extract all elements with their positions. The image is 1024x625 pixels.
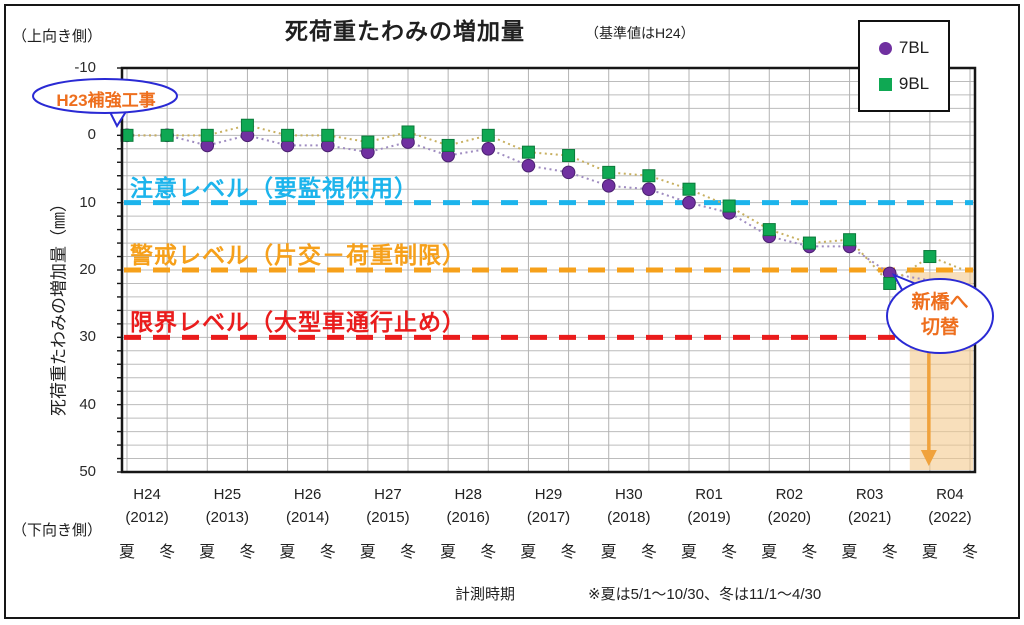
y-tick-label: 0	[87, 126, 96, 144]
legend-label-9bl: 9BL	[898, 74, 930, 93]
x-season-label: 冬	[961, 544, 978, 561]
chart-subtitle: （基準値はH24）	[585, 25, 695, 41]
x-season-label: 冬	[640, 544, 657, 561]
x-season-label: 夏	[359, 544, 376, 561]
x-season-label: 冬	[399, 544, 416, 561]
x-year-label: (2022)	[928, 509, 972, 526]
x-season-label: 冬	[319, 544, 336, 561]
bridge-switch-annotation: 新橋へ 切替	[888, 290, 992, 340]
x-season-label: 夏	[921, 544, 938, 561]
x-era-label: H30	[615, 486, 643, 503]
x-year-label: (2019)	[687, 509, 731, 526]
x-season-label: 冬	[801, 544, 818, 561]
x-era-label: R04	[936, 486, 964, 503]
x-era-label: H28	[454, 486, 482, 503]
x-season-label: 夏	[279, 544, 296, 561]
x-season-label: 冬	[560, 544, 577, 561]
x-era-label: H26	[293, 486, 322, 503]
x-year-label: (2012)	[125, 509, 169, 526]
y-tick-label: -10	[74, 59, 96, 76]
x-era-label: H25	[213, 486, 242, 503]
x-season-label: 冬	[480, 544, 497, 561]
y-tick-label: 40	[79, 395, 96, 413]
limit-level-label: 限界レベル（大型車通行止め）	[130, 309, 466, 336]
axis-direction-label-up: （上向き側）	[12, 28, 103, 45]
reinforcement-annotation: H23補強工事	[56, 91, 156, 110]
x-season-label: 夏	[680, 544, 697, 561]
x-era-label: R02	[775, 486, 804, 503]
y-tick-label: 30	[79, 328, 96, 346]
chart-outer-border	[4, 4, 1020, 619]
x-year-label: (2015)	[366, 509, 410, 526]
y-tick-label: 20	[79, 261, 96, 278]
x-season-label: 夏	[841, 544, 858, 561]
x-year-label: (2014)	[285, 509, 330, 526]
x-era-label: H29	[534, 486, 563, 503]
y-tick-label: 50	[79, 463, 96, 480]
x-season-label: 冬	[239, 544, 256, 561]
x-year-label: (2018)	[607, 509, 651, 526]
chart-title: 死荷重たわみの増加量	[285, 18, 525, 44]
x-era-label: R01	[695, 486, 723, 503]
x-season-label: 冬	[721, 544, 738, 561]
x-era-label: R03	[855, 486, 884, 503]
legend-label-7bl: 7BL	[898, 38, 930, 57]
x-season-label: 夏	[118, 544, 135, 561]
legend: 7BL 9BL	[858, 20, 950, 112]
x-season-label: 夏	[761, 544, 778, 561]
measurement-period-label: 計測時期	[455, 586, 516, 603]
x-season-label: 夏	[440, 544, 457, 561]
x-year-label: (2016)	[446, 509, 490, 526]
circle-marker-icon	[878, 41, 892, 55]
bridge-switch-line1: 新橋へ	[911, 292, 969, 313]
x-season-label: 夏	[199, 544, 216, 561]
y-tick-label: 10	[79, 193, 96, 211]
axis-direction-label-down: （下向き側）	[12, 522, 103, 539]
caution-level-label: 注意レベル（要監視供用）	[130, 174, 418, 201]
x-season-label: 夏	[520, 544, 537, 561]
season-definition-note: ※夏は5/1～10/30、冬は11/1～4/30	[588, 586, 822, 603]
x-year-label: (2020)	[767, 509, 812, 526]
legend-item-7bl: 7BL	[860, 38, 948, 58]
x-era-label: H24	[133, 486, 161, 503]
x-year-label: (2017)	[526, 509, 571, 526]
warning-level-label: 警戒レベル（片交－荷重制限）	[130, 242, 466, 268]
x-season-label: 冬	[881, 544, 898, 561]
x-year-label: (2013)	[205, 509, 250, 526]
x-era-label: H27	[374, 486, 402, 503]
x-season-label: 冬	[159, 544, 176, 561]
square-marker-icon	[878, 77, 892, 91]
x-season-label: 夏	[600, 544, 617, 561]
legend-item-9bl: 9BL	[860, 74, 948, 94]
x-year-label: (2021)	[847, 509, 892, 526]
bridge-switch-line2: 切替	[920, 317, 959, 338]
